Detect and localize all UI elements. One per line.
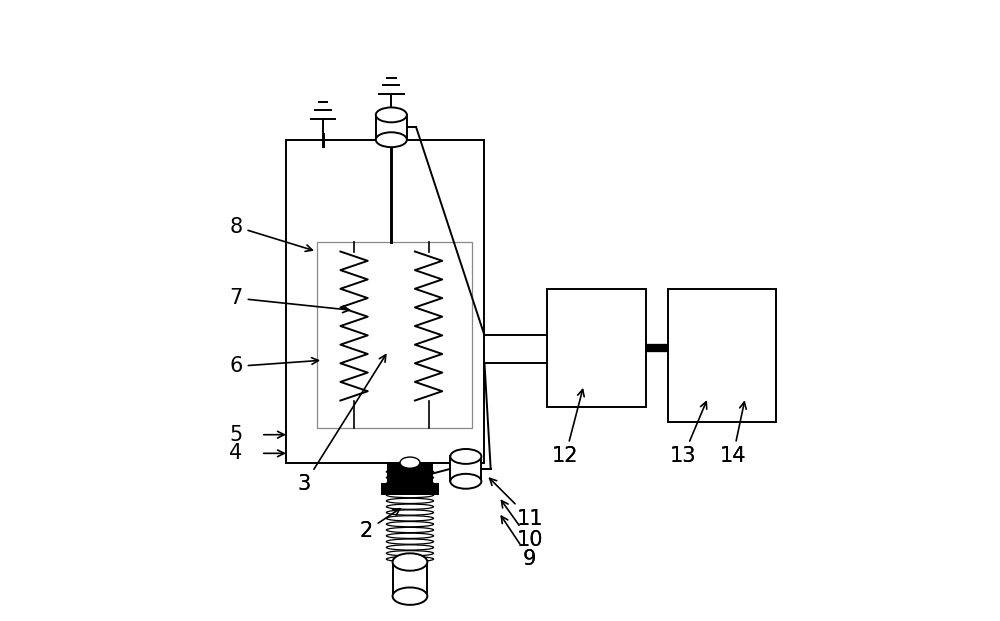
Text: 10: 10 [501,501,543,550]
Bar [668,289,776,422]
Text: 9: 9 [523,549,536,569]
Ellipse shape [386,510,434,515]
Text: 4: 4 [229,443,243,463]
Bar [376,115,407,140]
Ellipse shape [386,469,434,474]
Text: 5: 5 [229,425,243,445]
Bar [388,463,432,494]
Text: 9: 9 [501,516,536,569]
Ellipse shape [386,556,434,562]
Ellipse shape [376,132,407,147]
Text: 12: 12 [552,389,584,466]
Text: 2: 2 [360,521,373,541]
Text: 10: 10 [517,530,543,550]
Ellipse shape [386,515,434,521]
Ellipse shape [393,553,427,571]
Ellipse shape [450,449,481,464]
Ellipse shape [386,522,434,527]
Text: 2: 2 [360,509,400,541]
Text: 14: 14 [720,446,746,466]
Ellipse shape [386,527,434,533]
Ellipse shape [386,539,434,544]
Ellipse shape [450,474,481,489]
Ellipse shape [386,551,434,556]
Ellipse shape [386,504,434,509]
FancyBboxPatch shape [382,484,438,494]
Text: 8: 8 [230,217,312,252]
Ellipse shape [386,481,434,486]
Text: 1: 1 [391,574,410,594]
Ellipse shape [386,498,434,504]
Bar [286,140,484,463]
Ellipse shape [376,107,407,122]
Ellipse shape [386,545,434,550]
Text: 14: 14 [720,402,746,466]
Bar [547,289,646,407]
Ellipse shape [386,492,434,497]
Ellipse shape [386,533,434,538]
Text: 3: 3 [298,355,386,494]
Bar [450,456,481,481]
Bar [393,562,427,596]
Ellipse shape [386,487,434,492]
Text: 1: 1 [391,574,404,594]
Ellipse shape [386,475,434,480]
Ellipse shape [393,587,427,605]
Text: 13: 13 [670,402,707,466]
Text: 7: 7 [229,288,349,312]
Text: 12: 12 [552,446,578,466]
Text: 11: 11 [517,509,543,528]
Bar [317,242,472,428]
Text: 13: 13 [670,446,696,466]
Text: 3: 3 [298,474,311,494]
Text: 11: 11 [490,478,543,528]
Text: 6: 6 [229,356,318,376]
Ellipse shape [400,457,420,468]
